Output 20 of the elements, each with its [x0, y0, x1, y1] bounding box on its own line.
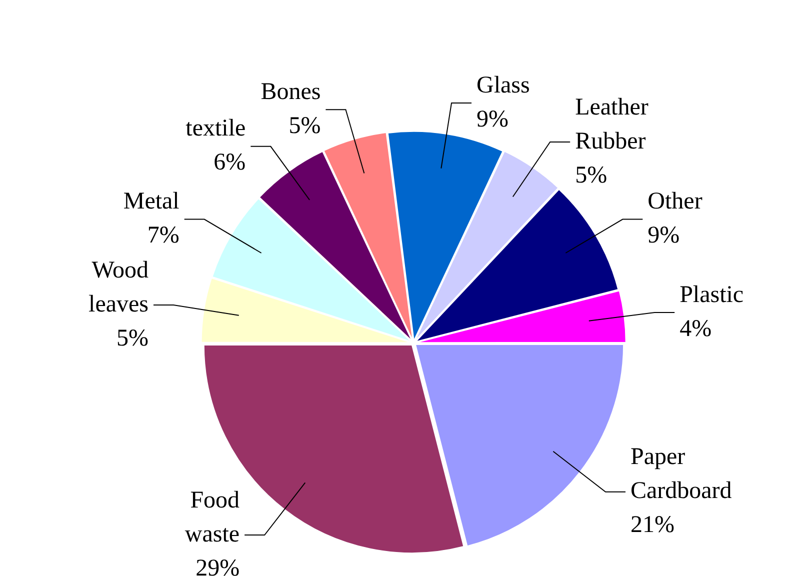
slice-label: textile [186, 116, 246, 142]
slice-label: Food waste [184, 487, 240, 548]
data-label: 6% [214, 150, 246, 176]
data-label: 4% [680, 316, 712, 342]
slice-label: Paper Cardboard [630, 444, 732, 504]
data-label: 5% [116, 325, 148, 352]
data-label: 21% [630, 512, 675, 538]
data-label: 5% [288, 112, 321, 139]
data-label: 9% [648, 222, 680, 249]
slice-label: Leather Rubber [575, 94, 648, 154]
data-label: 5% [575, 162, 608, 188]
slice-label: Wood leaves [88, 257, 148, 318]
slice-label: Bones [260, 78, 321, 105]
slice-label: Other [648, 188, 702, 215]
data-label: 9% [476, 106, 509, 132]
slice-label: Glass [476, 72, 530, 98]
data-label: 7% [147, 222, 180, 249]
data-label: 29% [196, 555, 240, 576]
slice-label: Metal [123, 188, 180, 215]
slice-label: Plastic [680, 282, 744, 308]
